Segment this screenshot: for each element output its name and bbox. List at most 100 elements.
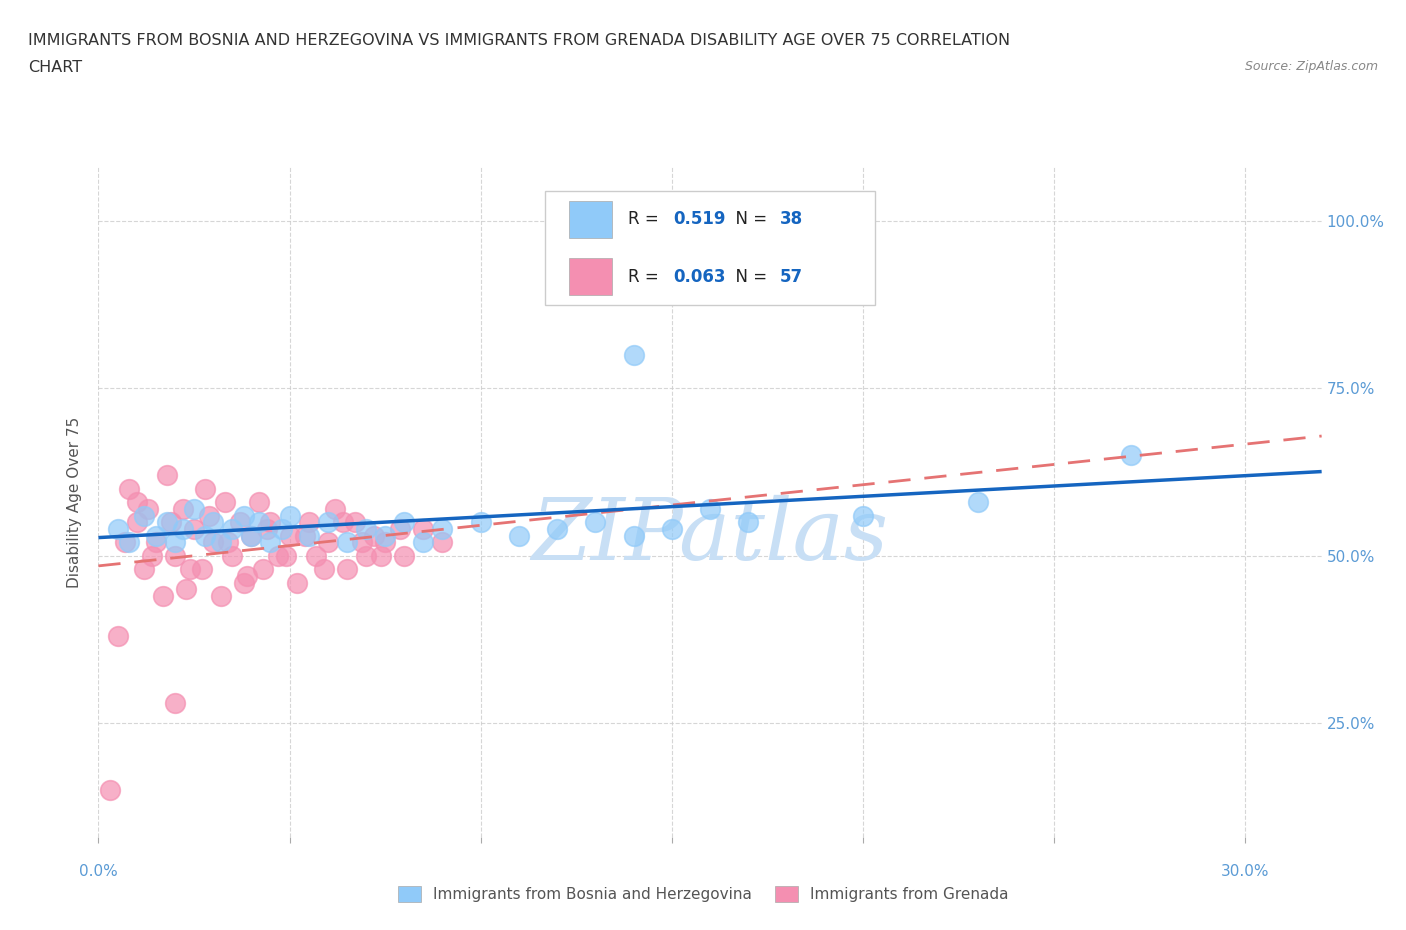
Point	[134, 562, 156, 577]
Point	[190, 562, 212, 577]
Point	[247, 495, 270, 510]
Point	[256, 522, 278, 537]
Point	[336, 535, 359, 550]
Point	[221, 549, 243, 564]
Y-axis label: Disability Age Over 75: Disability Age Over 75	[67, 417, 83, 588]
Point	[118, 482, 141, 497]
Point	[163, 535, 186, 550]
Point	[217, 535, 239, 550]
Point	[259, 535, 281, 550]
Point	[374, 535, 396, 550]
Point	[163, 549, 186, 564]
Point	[312, 562, 335, 577]
Point	[236, 568, 259, 583]
Point	[194, 528, 217, 543]
Point	[583, 515, 606, 530]
Point	[623, 348, 645, 363]
Point	[412, 535, 434, 550]
Point	[325, 501, 347, 516]
Point	[316, 535, 339, 550]
Point	[274, 549, 297, 564]
Point	[156, 515, 179, 530]
Point	[623, 528, 645, 543]
Point	[336, 562, 359, 577]
Point	[240, 528, 263, 543]
FancyBboxPatch shape	[569, 258, 612, 295]
Point	[232, 508, 254, 523]
Point	[134, 508, 156, 523]
Point	[374, 528, 396, 543]
FancyBboxPatch shape	[546, 191, 875, 305]
Point	[412, 522, 434, 537]
Point	[198, 508, 221, 523]
Point	[172, 501, 194, 516]
Point	[152, 589, 174, 604]
Point	[160, 515, 183, 530]
Point	[699, 501, 721, 516]
FancyBboxPatch shape	[569, 201, 612, 238]
Point	[247, 515, 270, 530]
Point	[285, 575, 308, 590]
Point	[229, 515, 252, 530]
Point	[209, 535, 232, 550]
Point	[392, 515, 416, 530]
Point	[232, 575, 254, 590]
Point	[176, 582, 198, 597]
Point	[370, 549, 392, 564]
Text: R =: R =	[628, 268, 664, 286]
Point	[209, 589, 232, 604]
Point	[852, 508, 875, 523]
Point	[389, 522, 412, 537]
Point	[470, 515, 492, 530]
Point	[294, 528, 316, 543]
Point	[179, 562, 201, 577]
Point	[363, 528, 385, 543]
Point	[183, 522, 205, 537]
Point	[267, 549, 290, 564]
Text: 0.519: 0.519	[673, 210, 725, 228]
Text: 0.063: 0.063	[673, 268, 725, 286]
Point	[392, 549, 416, 564]
Point	[354, 522, 377, 537]
Point	[332, 515, 354, 530]
Point	[107, 522, 129, 537]
Point	[107, 629, 129, 644]
Point	[432, 535, 454, 550]
Point	[163, 696, 186, 711]
Point	[172, 522, 194, 537]
Point	[305, 549, 328, 564]
Point	[202, 515, 225, 530]
Text: Source: ZipAtlas.com: Source: ZipAtlas.com	[1244, 60, 1378, 73]
Point	[118, 535, 141, 550]
Point	[98, 783, 121, 798]
Point	[221, 522, 243, 537]
Point	[737, 515, 759, 530]
Point	[259, 515, 281, 530]
Point	[141, 549, 163, 564]
Point	[252, 562, 274, 577]
Point	[278, 508, 301, 523]
Point	[240, 528, 263, 543]
Text: 57: 57	[780, 268, 803, 286]
Point	[352, 535, 374, 550]
Text: 30.0%: 30.0%	[1220, 864, 1270, 879]
Text: N =: N =	[724, 268, 772, 286]
Text: ZIPatlas: ZIPatlas	[531, 495, 889, 577]
Point	[432, 522, 454, 537]
Point	[145, 528, 167, 543]
Point	[278, 528, 301, 543]
Point	[156, 468, 179, 483]
Point	[316, 515, 339, 530]
Point	[202, 535, 225, 550]
Point	[194, 482, 217, 497]
Text: CHART: CHART	[28, 60, 82, 75]
Legend: Immigrants from Bosnia and Herzegovina, Immigrants from Grenada: Immigrants from Bosnia and Herzegovina, …	[392, 880, 1014, 909]
Point	[298, 515, 321, 530]
Point	[136, 501, 159, 516]
Text: 0.0%: 0.0%	[79, 864, 118, 879]
Point	[183, 501, 205, 516]
Point	[661, 522, 683, 537]
Point	[298, 528, 321, 543]
Point	[343, 515, 366, 530]
Point	[114, 535, 136, 550]
